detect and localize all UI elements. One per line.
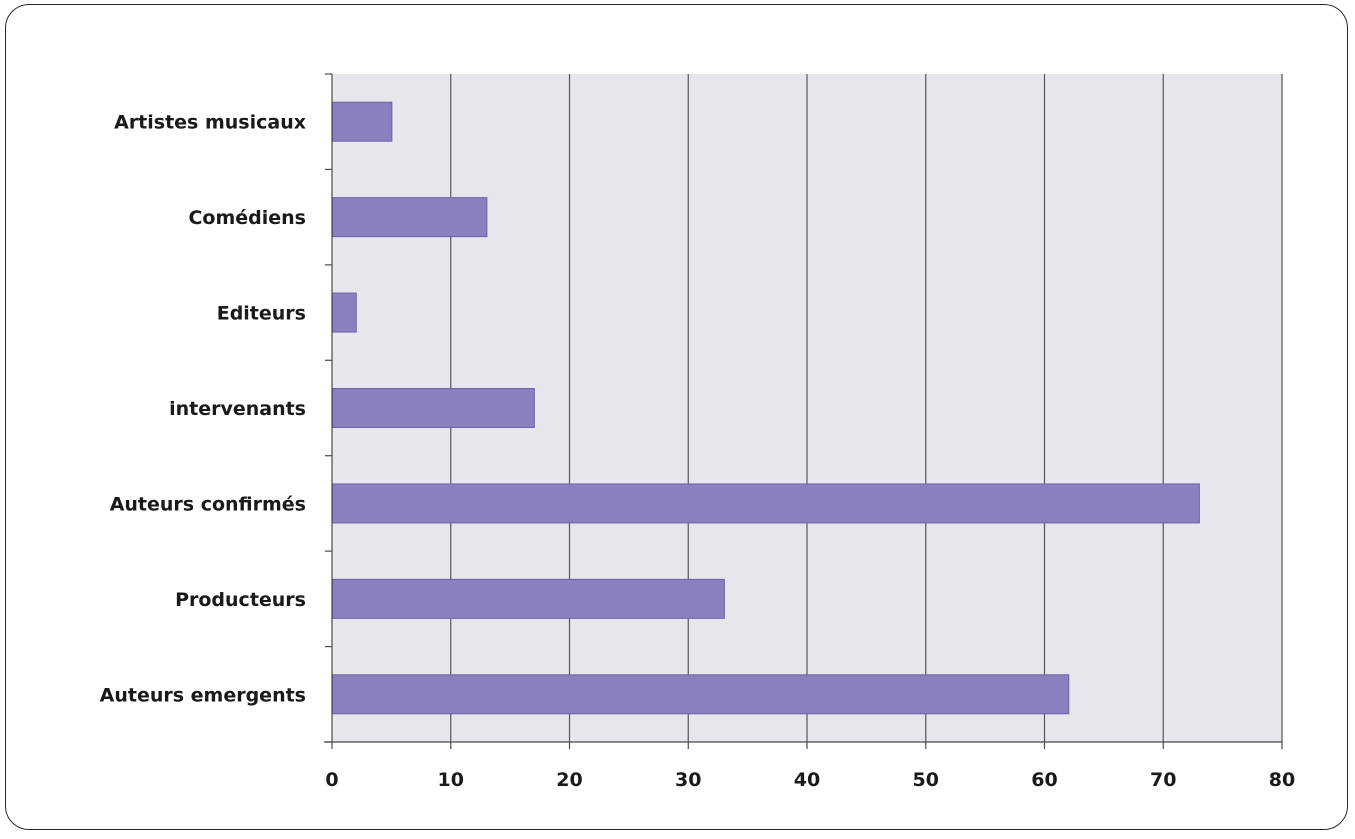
x-tick-label: 50	[913, 769, 939, 791]
category-labels: Artistes musicaux Comédiens Editeurs interv…	[100, 112, 306, 707]
axes	[324, 73, 1283, 749]
bar-artistes-musicaux	[332, 101, 393, 142]
category-label: Artistes musicaux	[114, 112, 306, 134]
bar-com-diens	[332, 197, 488, 238]
category-label: Auteurs emergents	[100, 684, 306, 706]
bar-intervenants	[332, 388, 535, 428]
bar-producteurs	[332, 578, 725, 619]
category-label: intervenants	[169, 398, 306, 420]
x-tick-label: 0	[325, 769, 338, 791]
bar-auteurs-emergents	[332, 674, 1070, 715]
x-tick-labels: 0 10 20 30 40 50 60 70 80	[325, 769, 1295, 791]
bar-auteurs-confirm-s	[332, 483, 1200, 524]
x-tick-label: 80	[1269, 769, 1295, 791]
x-tick-label: 40	[794, 769, 820, 791]
bar-editeurs	[332, 292, 357, 333]
category-label: Comédiens	[188, 207, 306, 229]
category-label: Auteurs confirmés	[110, 493, 306, 515]
gridlines	[450, 74, 1283, 742]
category-label: Producteurs	[175, 589, 306, 611]
x-tick-label: 70	[1150, 769, 1176, 791]
category-label: Editeurs	[217, 303, 306, 325]
x-tick-label: 60	[1031, 769, 1057, 791]
x-tick-label: 10	[438, 769, 464, 791]
x-tick-label: 30	[675, 769, 701, 791]
x-tick-label: 20	[556, 769, 582, 791]
